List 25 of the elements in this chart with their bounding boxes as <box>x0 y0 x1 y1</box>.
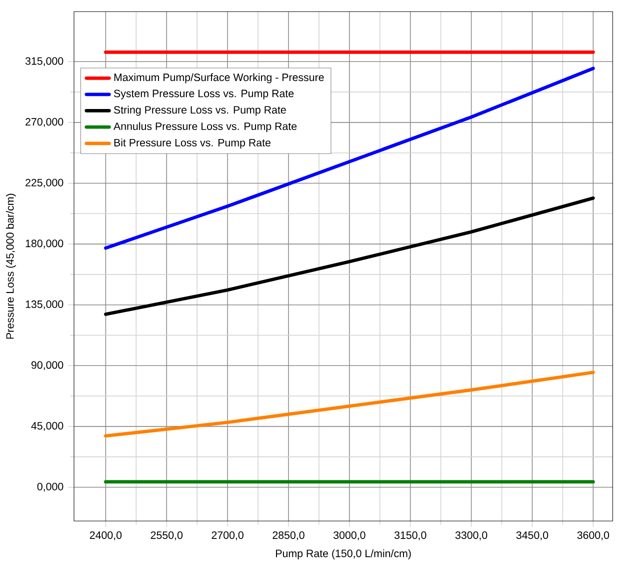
legend-label: Maximum Pump/Surface Working - Pressure <box>114 73 324 84</box>
y-tick-label: 0,000 <box>37 482 64 492</box>
y-tick-label: 315,000 <box>25 57 64 66</box>
legend-label: Annulus Pressure Loss vs. Pump Rate <box>114 122 297 132</box>
line-series <box>104 196 595 316</box>
legend-label: String Pressure Loss vs. Pump Rate <box>114 106 286 116</box>
y-tick-label: 180,000 <box>26 240 64 248</box>
x-tick-label: 3300,0 <box>455 531 488 540</box>
y-tick-label: 135,000 <box>26 300 64 310</box>
legend-label: Bit Pressure Loss vs. Pump Rate <box>114 138 270 149</box>
x-tick-label: 3450,0 <box>516 531 548 540</box>
x-tick-label: 3150,0 <box>394 531 426 540</box>
x-tick-label: 2550,0 <box>150 531 183 540</box>
y-axis-title: Pressure Loss (45,000 bar/cm) <box>6 194 16 339</box>
x-tick-label: 2850,0 <box>272 531 304 540</box>
legend-label: System Pressure Loss vs. Pump Rate <box>114 90 294 100</box>
x-tick-label: 2400,0 <box>90 531 122 540</box>
y-tick-label: 90,000 <box>31 361 64 370</box>
x-axis-title: Pump Rate (150,0 L/min/cm) <box>276 549 411 560</box>
y-tick-label: 270,000 <box>26 118 64 127</box>
y-tick-label: 45,000 <box>31 422 64 431</box>
x-tick-label: 2700,0 <box>212 531 244 540</box>
x-tick-label: 3600,0 <box>577 531 610 540</box>
y-tick-label: 225,000 <box>26 178 64 188</box>
x-tick-label: 3000,0 <box>334 531 366 540</box>
